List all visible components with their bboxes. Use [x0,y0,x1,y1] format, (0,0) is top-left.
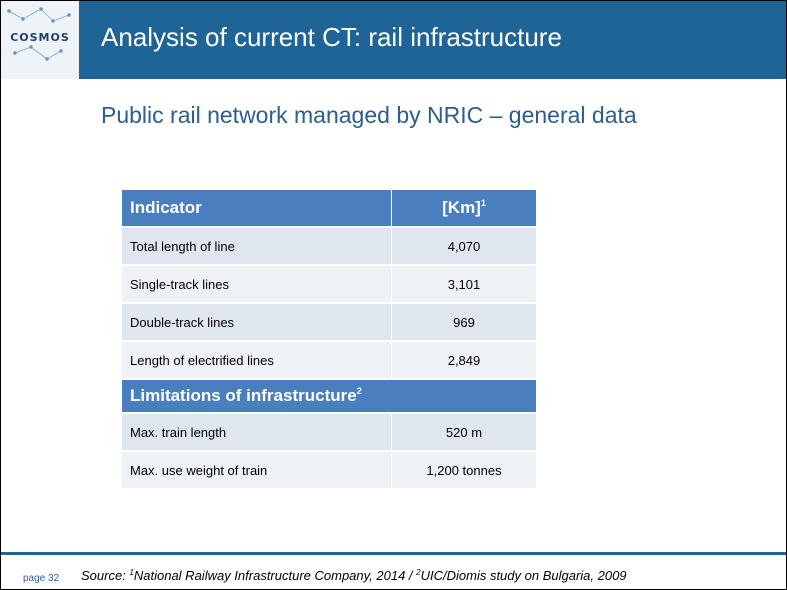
row-value: 969 [391,303,537,342]
header-unit: [Km]1 [391,190,537,228]
row-label: Double-track lines [122,303,392,342]
row-label: Total length of line [122,227,392,266]
source-part-1: National Railway Infrastructure Company,… [133,568,417,583]
section-header-row: Limitations of infrastructure2 [122,379,537,414]
section-title: Limitations of infrastructure [130,386,357,405]
footer-divider [1,552,786,555]
row-value: 3,101 [391,265,537,304]
constellation-logo-icon [7,7,71,61]
header-unit-footnote: 1 [480,198,486,208]
row-label: Length of electrified lines [122,341,392,380]
row-label: Max. train length [122,413,392,452]
row-value: 520 m [391,413,537,452]
row-value: 4,070 [391,227,537,266]
logo: COSMOS [1,1,79,79]
header-unit-label: [Km] [442,198,481,217]
source-part-2: UIC/Diomis study on Bulgaria, 2009 [420,568,627,583]
table-row: Double-track lines 969 [122,303,537,342]
source-footnote-2: 2 [416,568,421,577]
table-row: Total length of line 4,070 [122,227,537,266]
row-value: 2,849 [391,341,537,380]
table-row: Max. use weight of train 1,200 tonnes [122,451,537,490]
table-row: Single-track lines 3,101 [122,265,537,304]
logo-text: COSMOS [10,31,70,44]
header-bar: COSMOS Analysis of current CT: rail infr… [1,1,786,79]
source-note: Source: 1National Railway Infrastructure… [81,568,627,583]
row-label: Max. use weight of train [122,451,392,490]
source-prefix: Source: [81,568,130,583]
table-header-row: Indicator [Km]1 [122,190,537,228]
row-label: Single-track lines [122,265,392,304]
page-number: page 32 [23,573,60,584]
section-header: Limitations of infrastructure2 [122,379,537,414]
table-row: Max. train length 520 m [122,413,537,452]
page-title: Analysis of current CT: rail infrastruct… [101,22,562,52]
section-footnote: 2 [356,386,362,396]
data-table: Indicator [Km]1 Total length of line 4,0… [122,190,537,490]
header-indicator: Indicator [122,190,392,228]
table-row: Length of electrified lines 2,849 [122,341,537,380]
row-value: 1,200 tonnes [391,451,537,490]
page-subtitle: Public rail network managed by NRIC – ge… [101,102,637,128]
source-footnote-1: 1 [129,568,134,577]
